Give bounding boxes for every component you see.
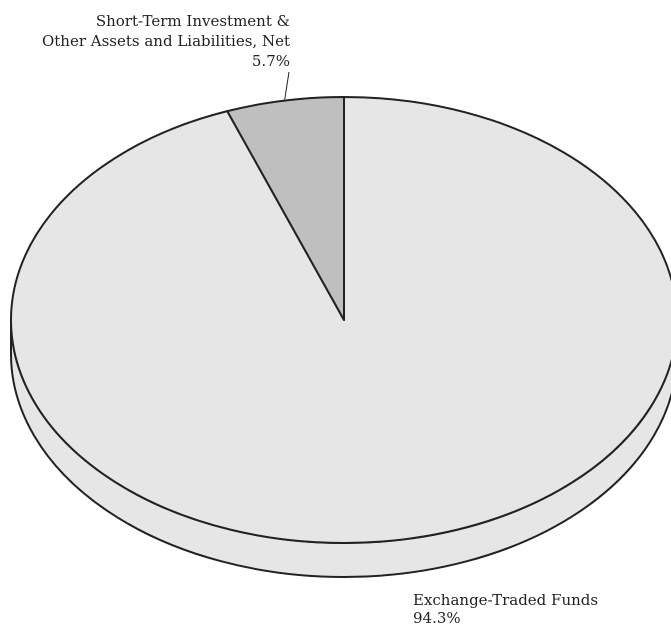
pie-leader-lines bbox=[284, 71, 290, 100]
pie-value-label-1: 5.7% bbox=[252, 52, 290, 70]
pie-value-label-0: 94.3% bbox=[413, 609, 461, 627]
pie-label-1-line-1: Other Assets and Liabilities, Net bbox=[42, 32, 290, 50]
pie-leader-line-1 bbox=[284, 71, 290, 100]
pie-slice-1 bbox=[226, 96, 345, 321]
pie-label-0-line-0: Exchange-Traded Funds bbox=[413, 591, 598, 609]
pie-slice-0 bbox=[10, 96, 671, 544]
pie-slices bbox=[10, 96, 671, 544]
pie-label-1-line-0: Short-Term Investment & bbox=[96, 12, 290, 30]
